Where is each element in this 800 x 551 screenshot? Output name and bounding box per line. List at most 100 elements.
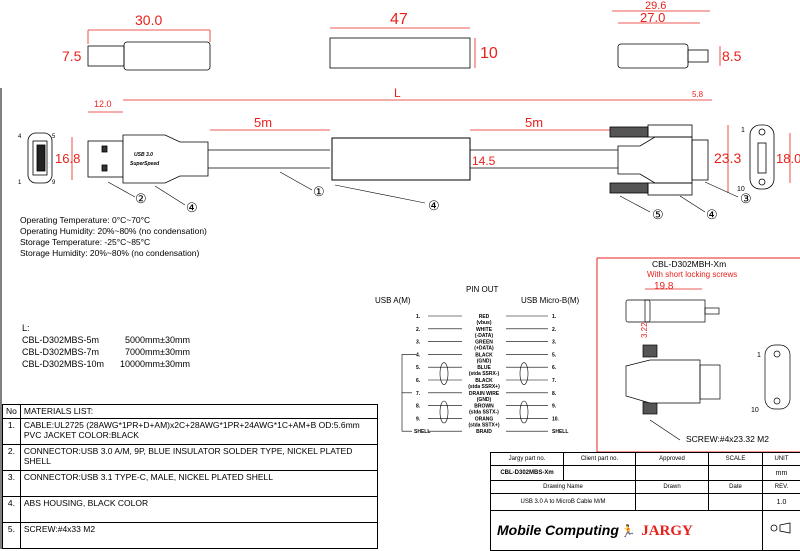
material-text: SCREW:#4x33 M2 [20, 522, 377, 548]
client-part-value [564, 466, 636, 481]
pin-signal: (stda SSTX+) [469, 422, 500, 428]
pin-left-number: SHELL [414, 429, 430, 435]
jargy-part-label: Jargy part no. [491, 453, 564, 466]
pin-right-number: 7. [552, 378, 557, 384]
dim-micro-b-plug: 5.8 [692, 90, 704, 99]
company-logos: Mobile Computing 🏃 JARGY [491, 511, 763, 551]
dim-micro-b-body: 27.0 [640, 10, 665, 25]
unit-value: mm [763, 466, 800, 481]
spec-storage-humidity: Storage Humidity: 20%~80% (no condensati… [20, 248, 199, 259]
drawn-value [636, 494, 709, 511]
spec-operating-temperature: Operating Temperature: 0°C~70°C [20, 215, 150, 226]
material-no: 4. [3, 496, 21, 522]
usb-a-pin-5: 5 [52, 134, 56, 140]
callout-5: ⑤ [652, 207, 664, 222]
length-value: 7000mm±30mm [125, 346, 190, 358]
length-row: CBL-D302MBS-10m 10000mm±30mm [22, 358, 242, 370]
material-text: CONNECTOR:USB 3.1 TYPE-C, MALE, NICKEL P… [20, 470, 377, 496]
micro-b-top-view [612, 11, 720, 68]
material-no: 1. [3, 418, 21, 444]
micro-b-pin-1: 1 [741, 127, 745, 134]
drawing-name-value: USB 3.0 A to MicroB Cable M/M [491, 494, 636, 511]
materials-header: MATERIALS LIST: [20, 405, 377, 419]
material-text: ABS HOUSING, BLACK COLOR [20, 496, 377, 522]
usb-logo-line1: USB 3.0 [134, 152, 153, 158]
dim-segment-left: 5m [254, 115, 272, 130]
pin-right-number: 9. [552, 404, 557, 410]
runner-icon: 🏃 [621, 524, 636, 538]
length-table: L: CBL-D302MBS-5m 5000mm±30mm CBL-D302MBS… [22, 322, 242, 370]
callout-1: ① [313, 184, 325, 199]
pinout-left-header: USB A(M) [375, 296, 411, 305]
pin-right-number: 5. [552, 352, 557, 358]
pin-left-number: 2. [416, 327, 421, 333]
usb-a-pin-4: 4 [18, 134, 22, 140]
variant-title: CBL-D302MBH-Xm [652, 259, 726, 269]
callout-3: ③ [740, 191, 752, 206]
material-row: 3.CONNECTOR:USB 3.1 TYPE-C, MALE, NICKEL… [3, 470, 378, 496]
length-part: CBL-D302MBS-7m [22, 347, 99, 357]
dim-housing-thickness: 10 [480, 45, 498, 62]
length-value: 5000mm±30mm [125, 334, 190, 346]
rev-label: REV. [763, 481, 800, 494]
micro-b-end-view [750, 125, 774, 189]
dim-housing-width: 14.5 [472, 154, 496, 168]
pinout-right-header: USB Micro-B(M) [521, 296, 580, 305]
material-no: 2. [3, 444, 21, 470]
pin-right-number: 3. [552, 340, 557, 346]
pin-left-number: 4. [416, 352, 421, 358]
pin-signal: (vbus) [477, 320, 492, 326]
approved-label: Approved [636, 453, 709, 466]
jargy-part-value: CBL-D302MBS-Xm [491, 466, 564, 481]
pin-left-number: 7. [416, 391, 421, 397]
twisted-pair-shield [520, 363, 528, 385]
material-no: 5. [3, 522, 21, 548]
pin-right-number: 1. [552, 314, 557, 320]
pin-signal: (GND) [477, 358, 492, 364]
material-row: 2.CONNECTOR:USB 3.0 A/M, 9P, BLUE INSULA… [3, 444, 378, 470]
dim-micro-b-thickness: 8.5 [722, 48, 742, 64]
pin-left-number: 5. [416, 365, 421, 371]
length-part: CBL-D302MBS-10m [22, 359, 104, 369]
material-no: 3. [3, 470, 21, 496]
pin-left-number: 6. [416, 378, 421, 384]
ground-bus [402, 354, 416, 431]
materials-header-no: No [3, 405, 21, 419]
length-table-title: L: [22, 322, 242, 334]
pinout-title: PIN OUT [466, 285, 499, 294]
rev-value: 1.0 [763, 494, 800, 511]
unit-label: UNIT [763, 453, 800, 466]
pin-wire-color: BRAID [476, 429, 492, 435]
micro-b-connector [610, 125, 708, 195]
mobile-computing-logo: Mobile [497, 522, 541, 538]
approved-value [636, 466, 709, 481]
twisted-pair-shield [440, 363, 448, 385]
dim-overall-length: L [394, 86, 401, 100]
material-row: 1.CABLE:UL2725 (28AWG*1PR+D+AM)x2C+28AWG… [3, 418, 378, 444]
usb-a-end-view [28, 133, 52, 183]
jargy-logo: JARGY [641, 523, 693, 539]
pin-right-number: 2. [552, 327, 557, 333]
callout-2: ② [135, 191, 147, 206]
material-text: CONNECTOR:USB 3.0 A/M, 9P, BLUE INSULATO… [20, 444, 377, 470]
length-row: CBL-D302MBS-7m 7000mm±30mm [22, 346, 242, 358]
dim-housing-length: 47 [390, 11, 408, 28]
dim-usb-a-plug: 12.0 [94, 99, 112, 109]
dim-usb-a-width: 16.8 [55, 151, 80, 166]
length-part: CBL-D302MBS-5m [22, 335, 99, 345]
pin-left-number: 1. [416, 314, 421, 320]
variant-screw-note: SCREW:#4x23.32 M2 [686, 434, 769, 444]
pin-signal: (stda SSRX+) [468, 384, 500, 390]
length-value: 10000mm±30mm [120, 358, 190, 370]
pin-right-number: 8. [552, 391, 557, 397]
pin-right-number: 6. [552, 365, 557, 371]
client-part-label: Client part no. [564, 453, 636, 466]
pin-right-number: 10. [552, 416, 560, 422]
drawing-name-label: Drawing Name [491, 481, 636, 494]
date-value [709, 494, 763, 511]
pin-right-number: SHELL [552, 429, 568, 435]
pin-signal: (stda SSTX-) [469, 410, 499, 416]
material-row: 5.SCREW:#4x33 M2 [3, 522, 378, 548]
